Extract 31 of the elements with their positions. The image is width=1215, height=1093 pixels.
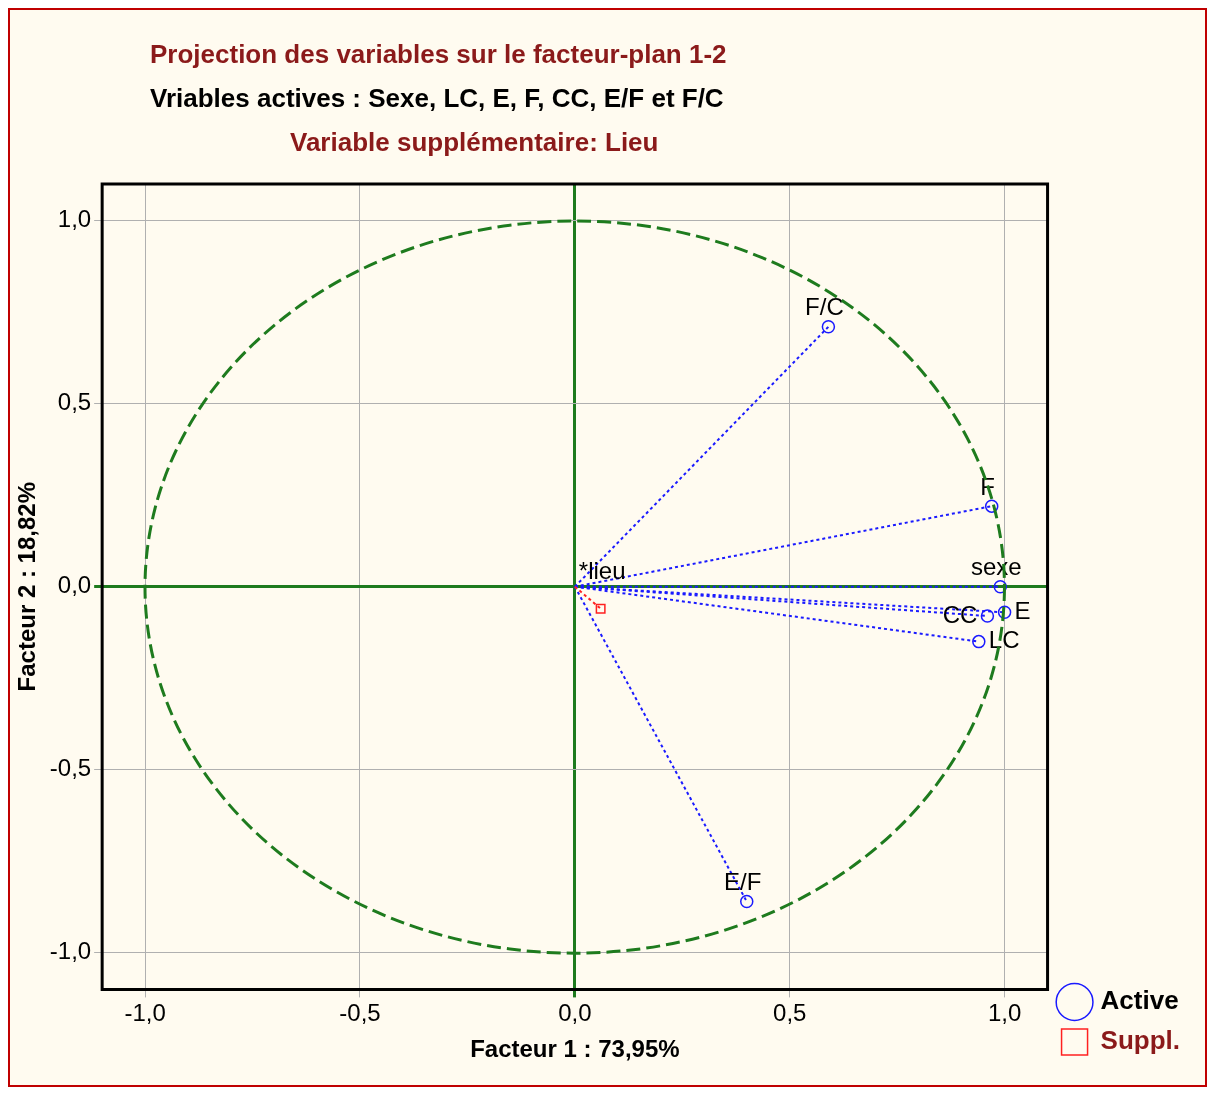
y-tick-label: 0,0	[57, 571, 92, 599]
point	[972, 634, 986, 649]
x-tick-label: 1,0	[987, 999, 1022, 1027]
point	[595, 603, 606, 614]
y-tick-label: 0,5	[57, 388, 92, 416]
annotation: F/C	[805, 293, 844, 321]
x-tick-label: 0,0	[558, 999, 592, 1027]
chart-title: Projection des variables sur le facteur-plan 1-2	[150, 38, 728, 71]
x-tick-label: 0,5	[773, 999, 807, 1027]
y-tick-label: 1,0	[57, 205, 92, 233]
point	[997, 605, 1012, 620]
chart-subtitle: Vriables actives : Sexe, LC, E, F, CC, E/F et F/C	[150, 82, 725, 115]
point	[980, 609, 995, 623]
x-axis-title: Facteur 1 : 73,95%	[470, 1035, 680, 1063]
text: Variable supplémentaire: Lieu	[289, 126, 660, 159]
point	[821, 320, 836, 334]
point	[740, 894, 754, 909]
annotation: LC	[988, 626, 1020, 654]
x-tick-label: -1,0	[124, 999, 166, 1027]
annotation: E/F	[724, 868, 762, 896]
y-tick-label: -0,5	[49, 754, 92, 782]
annotation: CC	[942, 600, 978, 628]
legend-label: Active	[1100, 985, 1179, 1016]
annotation: E	[1014, 596, 1031, 624]
point	[984, 499, 999, 513]
x-tick-label: -0,5	[339, 999, 381, 1027]
annotation: *lieu	[578, 557, 626, 585]
y-tick-label: -1,0	[49, 937, 92, 965]
legend-label: Suppl.	[1100, 1025, 1180, 1056]
y-axis-title: Facteur 2 : 18,82%	[13, 481, 41, 692]
point	[993, 579, 1008, 594]
